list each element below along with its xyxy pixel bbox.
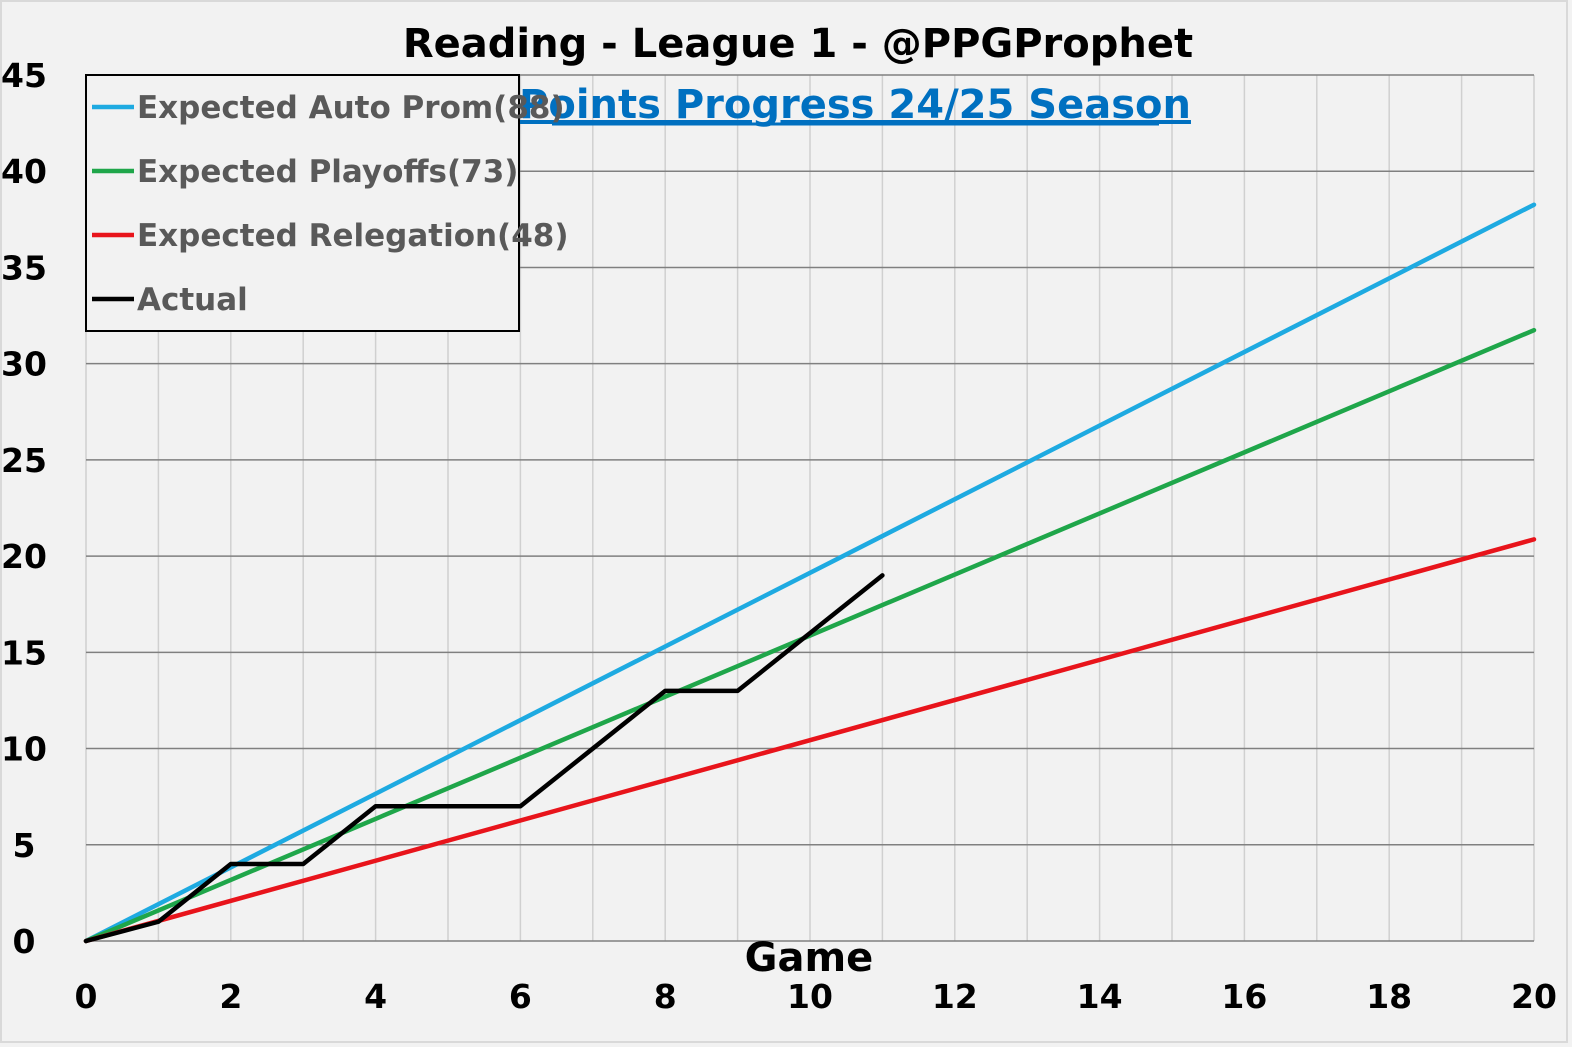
- x-tick-label: 0: [75, 977, 98, 1016]
- x-tick-label: 8: [654, 977, 677, 1016]
- series-line-actual: [83, 573, 885, 944]
- x-tick-label: 10: [787, 977, 833, 1016]
- legend-box: [85, 74, 520, 332]
- legend: Expected Auto Prom(88) Expected Playoffs(…: [85, 74, 569, 332]
- y-tick-label: 40: [1, 152, 47, 191]
- y-tick-label: 35: [1, 248, 47, 287]
- y-tick-label: 0: [13, 922, 36, 961]
- x-tick-labels: 0 2 4 6 8 10 12 14 16 18 20: [75, 977, 1557, 1016]
- x-tick-label: 4: [364, 977, 387, 1016]
- y-tick-label: 30: [1, 345, 47, 384]
- legend-label: Expected Relegation(48): [137, 218, 569, 254]
- x-tick-label: 20: [1511, 977, 1557, 1016]
- series-line-expected-auto-prom-88: [83, 202, 1537, 944]
- x-tick-label: 14: [1077, 977, 1123, 1016]
- y-tick-label: 15: [1, 633, 47, 672]
- x-tick-label: 6: [509, 977, 532, 1016]
- series-line-expected-relegation-48: [83, 537, 1537, 944]
- y-tick-label: 20: [1, 537, 47, 576]
- y-tick-label: 10: [1, 730, 47, 769]
- x-axis-title: Game: [745, 935, 874, 981]
- vertical-gridlines: [85, 75, 1535, 941]
- legend-label: Expected Auto Prom(88): [137, 90, 565, 126]
- chart-subtitle: Points Progress 24/25 Season: [519, 82, 1191, 128]
- x-tick-label: 16: [1221, 977, 1267, 1016]
- y-tick-label: 25: [1, 441, 47, 480]
- legend-label: Expected Playoffs(73): [137, 154, 518, 190]
- legend-label: Actual: [137, 282, 248, 318]
- x-tick-label: 18: [1366, 977, 1412, 1016]
- x-tick-label: 2: [219, 977, 242, 1016]
- chart-title: Reading - League 1 - @PPGProphet: [403, 21, 1193, 67]
- series-lines: [83, 202, 1537, 944]
- y-tick-label: 5: [13, 826, 36, 865]
- y-tick-label: 45: [1, 56, 47, 95]
- y-tick-labels: 0 5 10 15 20 25 30 35 40 45: [1, 56, 47, 961]
- x-tick-label: 12: [932, 977, 978, 1016]
